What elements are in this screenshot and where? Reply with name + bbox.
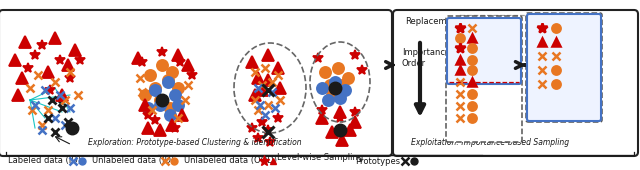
Text: Exploitation: Importance-based Sampling: Exploitation: Importance-based Sampling — [411, 138, 569, 147]
Text: Unlabeled data (OOD): Unlabeled data (OOD) — [184, 157, 277, 166]
FancyBboxPatch shape — [0, 10, 392, 156]
Text: Unlabeled data (ID): Unlabeled data (ID) — [92, 157, 174, 166]
Text: Importance
Order: Importance Order — [402, 48, 451, 68]
Text: Replacement: Replacement — [405, 18, 461, 27]
FancyBboxPatch shape — [446, 16, 522, 142]
Text: Labeled data (ID): Labeled data (ID) — [8, 157, 81, 166]
Text: Level-wise Sampling: Level-wise Sampling — [277, 152, 363, 162]
FancyBboxPatch shape — [526, 13, 602, 122]
Text: Prototypes: Prototypes — [355, 157, 400, 166]
FancyBboxPatch shape — [447, 18, 521, 84]
FancyBboxPatch shape — [393, 10, 638, 156]
Text: Exploration: Prototype-based Clustering & identification: Exploration: Prototype-based Clustering … — [88, 138, 302, 147]
FancyBboxPatch shape — [527, 14, 601, 121]
